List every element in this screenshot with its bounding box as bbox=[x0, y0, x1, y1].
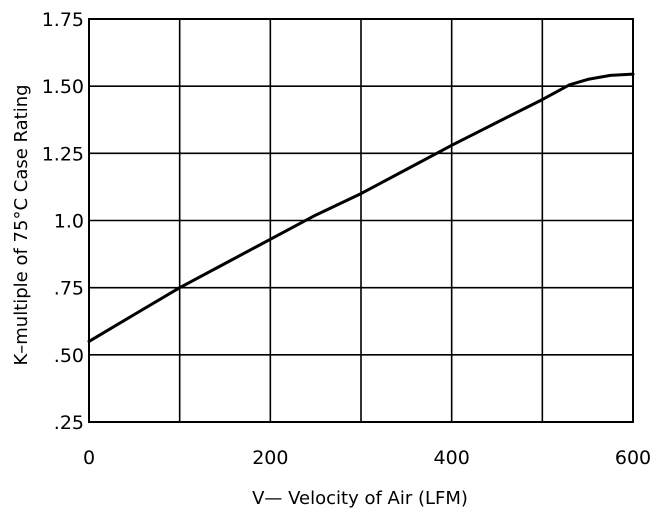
x-tick-label: 200 bbox=[252, 447, 288, 469]
y-tick-labels: .25 .50 .75 1.0 1.25 1.50 1.75 bbox=[42, 9, 84, 434]
y-tick-label: 1.25 bbox=[42, 143, 84, 165]
series-line bbox=[87, 72, 635, 343]
y-tick-label: 1.50 bbox=[42, 76, 84, 98]
series-layer bbox=[87, 72, 635, 343]
x-tick-label: 0 bbox=[83, 447, 95, 469]
y-tick-label: .75 bbox=[54, 278, 84, 300]
x-tick-label: 400 bbox=[434, 447, 470, 469]
y-tick-label: 1.75 bbox=[42, 9, 84, 31]
plot-frame bbox=[88, 18, 634, 423]
y-tick-label: 1.0 bbox=[54, 211, 84, 233]
y-tick-label: .50 bbox=[54, 345, 84, 367]
x-tick-labels: 0 200 400 600 bbox=[83, 447, 651, 469]
x-axis-title: V— Velocity of Air (LFM) bbox=[252, 488, 468, 509]
y-tick-label: .25 bbox=[54, 412, 84, 434]
x-tick-label: 600 bbox=[615, 447, 651, 469]
grid-lines bbox=[88, 18, 634, 423]
y-axis-title: K–multiple of 75°C Case Rating bbox=[11, 84, 32, 365]
